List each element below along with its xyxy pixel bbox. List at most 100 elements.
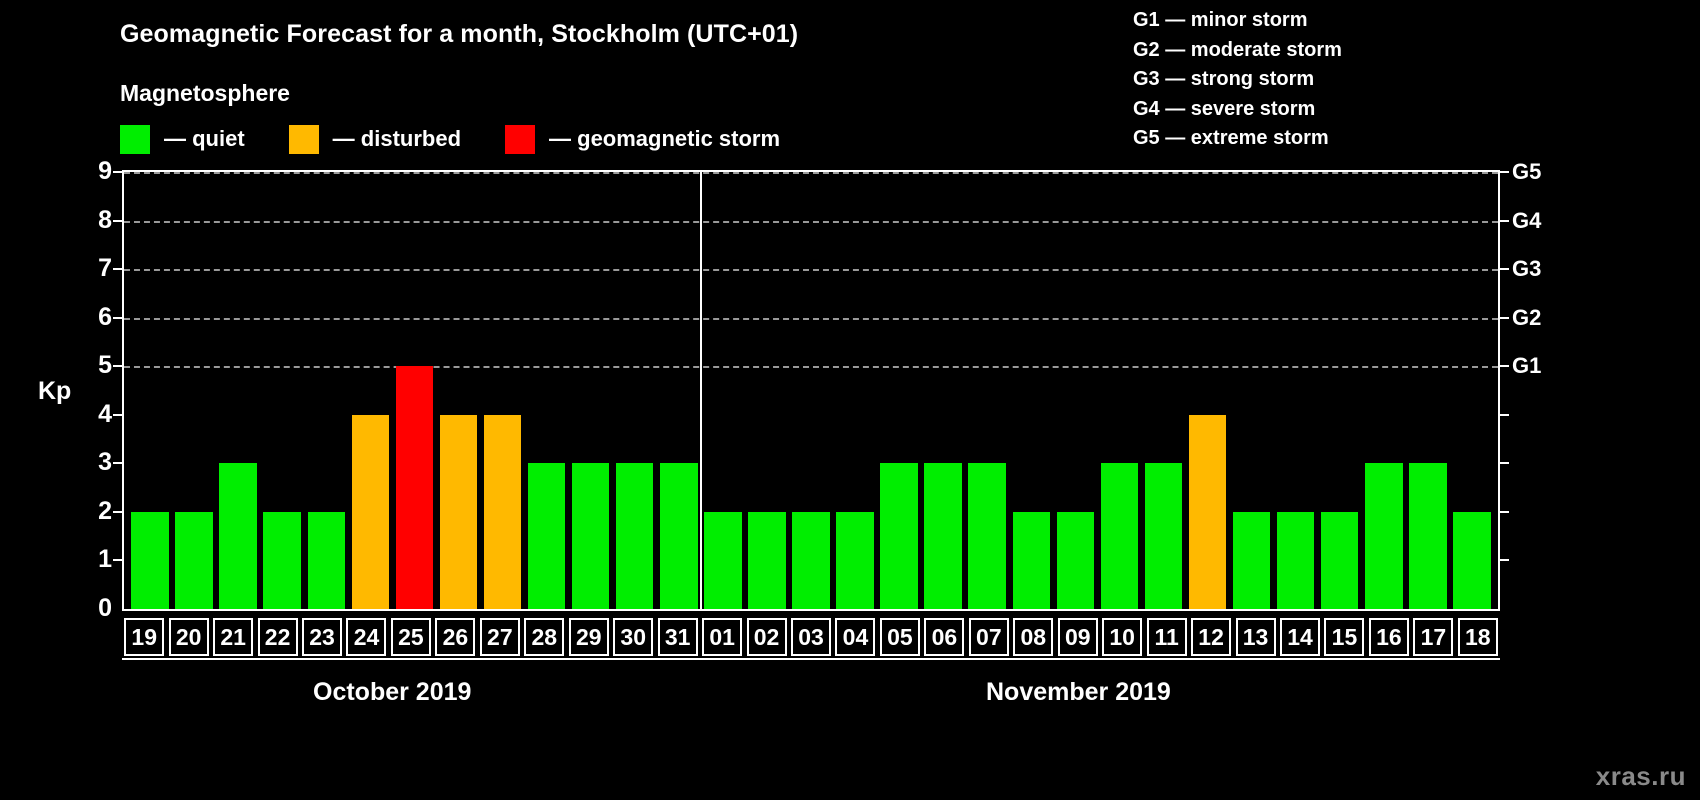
date-label-03: 03 [791,618,832,656]
date-label-27: 27 [479,618,520,656]
date-label-28: 28 [524,618,565,656]
bar-slot [613,172,657,609]
bar-day-03 [792,511,830,609]
bar-day-30 [615,463,654,609]
bar-slot [789,172,833,609]
bar-day-06 [924,463,962,609]
date-slot: 17 [1411,617,1455,657]
legend-swatch-storm [505,124,536,154]
date-label-21: 21 [213,618,254,656]
date-label-06: 06 [924,618,965,656]
date-slot: 07 [967,617,1011,657]
bar-slot [128,172,172,609]
bar-slot [833,172,877,609]
date-slot: 31 [655,617,699,657]
y-tick-label-7: 7 [98,254,112,283]
bar-day-28 [527,463,566,609]
bar-slot [569,172,613,609]
legend-item-quiet: — quiet [120,124,289,154]
date-slot: 02 [744,617,788,657]
y-tick-mark-7 [113,268,124,271]
date-slot: 27 [478,617,522,657]
date-label-09: 09 [1057,618,1098,656]
date-slot: 29 [567,617,611,657]
bar-slot [1450,172,1494,609]
bar-slot [1230,172,1274,609]
y-tick-label-0: 0 [98,594,112,622]
bar-slot [745,172,789,609]
bar-slot [525,172,569,609]
bar-slot [1186,172,1230,609]
date-slot: 22 [255,617,299,657]
gridline-kp-8 [124,220,1498,223]
date-slot: 19 [122,617,166,657]
g-scale-line-3: G3 — strong storm [1133,68,1315,90]
gridline-kp-7 [124,269,1498,272]
date-slot: 21 [211,617,255,657]
bar-slot [172,172,216,609]
y-tick-label-4: 4 [98,399,112,428]
date-slot: 11 [1144,617,1188,657]
bar-slot [1318,172,1362,609]
month-label-november: November 2019 [986,678,1171,706]
magnetosphere-label: Magnetosphere [120,80,290,106]
bar-day-19 [131,511,169,609]
g-tick-G3: G3 [1512,256,1542,282]
bar-day-07 [968,463,1006,609]
bar-day-23 [307,511,345,609]
gridline-kp-9 [124,172,1498,174]
g-tick-G5: G5 [1512,159,1542,184]
date-label-20: 20 [168,618,209,656]
date-slot: 20 [166,617,210,657]
date-slot: 25 [389,617,433,657]
y-tick-mark-1 [113,559,124,562]
y-tick-label-8: 8 [98,205,112,234]
date-slot: 09 [1056,617,1100,657]
bar-day-21 [219,463,257,609]
date-label-01: 01 [702,618,743,656]
y-tick-mark-6 [113,316,124,319]
bar-slot [701,172,745,609]
bar-slot [877,172,921,609]
date-axis-baseline [122,658,1500,660]
date-slot: 18 [1456,617,1500,657]
bar-day-02 [748,511,786,609]
date-label-11: 11 [1146,618,1187,656]
date-slot: 08 [1011,617,1055,657]
date-label-31: 31 [657,618,698,656]
bar-slot [1406,172,1450,609]
date-slot: 01 [700,617,744,657]
bar-slot [1097,172,1141,609]
date-label-29: 29 [568,618,609,656]
g-scale-line-1: G1 — minor storm [1133,9,1308,31]
date-label-15: 15 [1324,618,1365,656]
date-slot: 13 [1233,617,1277,657]
date-label-26: 26 [435,618,476,656]
bar-slot [921,172,965,609]
legend-label-quiet: — quiet [164,126,245,151]
date-axis: 19 20 21 22 23 24 25 26 27 28 29 30 31 01 02 03 04 05 06 07… [122,617,1500,657]
g-tick-mark-minor-2 [1498,510,1509,513]
bar-day-11 [1144,463,1183,609]
date-label-24: 24 [346,618,387,656]
date-slot: 26 [433,617,477,657]
bar-slot [1141,172,1185,609]
bar-day-14 [1276,511,1315,609]
y-tick-label-9: 9 [98,157,112,185]
bar-day-18 [1453,511,1491,609]
bar-day-16 [1365,463,1403,609]
g-scale-line-2: G2 — moderate storm [1133,38,1342,61]
date-slot: 04 [833,617,877,657]
date-label-07: 07 [968,618,1009,656]
y-axis-label: Kp [38,377,72,405]
bar-day-20 [175,511,213,609]
g-tick-G4: G4 [1512,207,1542,233]
legend-swatch-disturbed [288,124,319,154]
bar-slot [1053,172,1097,609]
date-slot: 05 [878,617,922,657]
date-label-10: 10 [1102,618,1143,656]
date-label-25: 25 [390,618,431,656]
legend-label-storm: — geomagnetic storm [549,126,781,151]
bar-day-10 [1100,463,1139,609]
date-slot: 12 [1189,617,1233,657]
